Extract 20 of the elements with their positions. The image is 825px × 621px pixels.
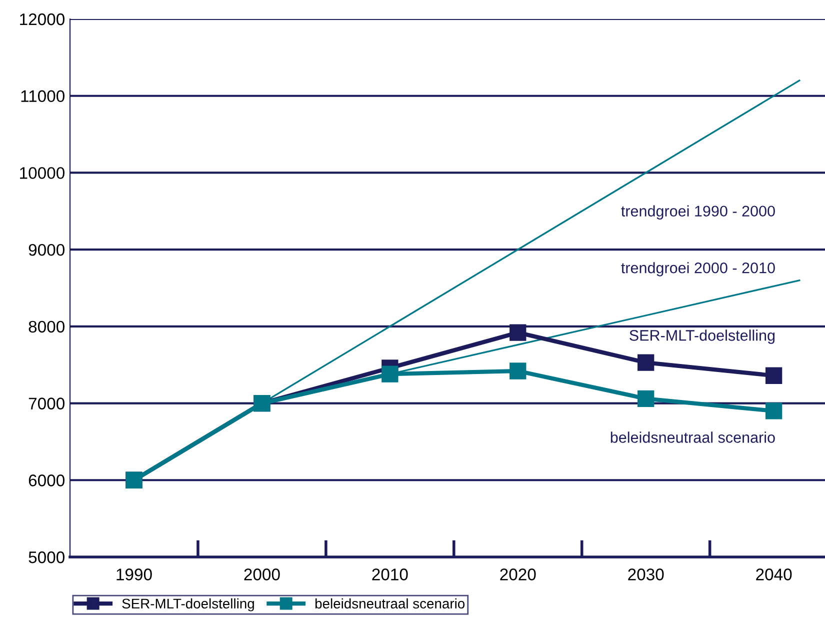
x-tick-label: 2040: [756, 568, 792, 580]
x-tick-label: 1990: [116, 568, 152, 580]
x-tick-label: 2020: [500, 568, 536, 580]
x-tick-label: 2000: [244, 568, 280, 580]
series-label: trendgroei 1990 - 2000: [621, 205, 775, 220]
y-tick-label: 12000: [20, 13, 64, 26]
text: beleidsneutraal scenario: [610, 432, 775, 443]
series-label: trendgroei 2000 - 2010: [621, 262, 775, 276]
legend-label: SER-MLT-doelstelling: [122, 598, 254, 612]
y-tick-label: 9000: [28, 244, 64, 256]
y-tick-label: 11000: [21, 90, 64, 102]
x-tick-label: 2010: [372, 568, 408, 580]
text: SER-MLT-doelstelling: [630, 330, 775, 344]
x-tick-label: 2030: [628, 568, 664, 580]
y-tick-label: 8000: [28, 320, 64, 333]
y-tick-label: 5000: [28, 551, 64, 564]
legend-label: beleidsneutraal scenario: [315, 598, 465, 609]
y-tick-label: 7000: [28, 398, 64, 410]
y-tick-label: 6000: [28, 474, 64, 486]
y-tick-label: 10000: [20, 167, 64, 179]
